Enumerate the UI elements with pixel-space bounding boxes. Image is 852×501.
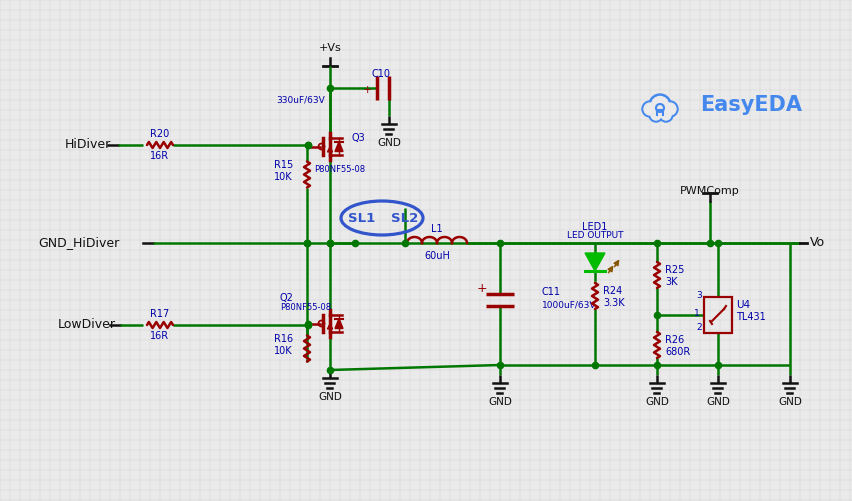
Text: 10K: 10K bbox=[274, 171, 292, 181]
Text: C11: C11 bbox=[541, 287, 561, 297]
Text: GND: GND bbox=[705, 397, 729, 407]
Text: 330uF/63V: 330uF/63V bbox=[276, 96, 325, 105]
Circle shape bbox=[660, 110, 671, 120]
Text: LowDiver: LowDiver bbox=[58, 319, 116, 332]
Text: R17: R17 bbox=[150, 309, 170, 319]
Text: SL1: SL1 bbox=[348, 211, 375, 224]
Text: GND: GND bbox=[487, 397, 511, 407]
Text: R16: R16 bbox=[273, 334, 292, 344]
Text: 1000uF/63V: 1000uF/63V bbox=[541, 301, 596, 310]
Text: Q2: Q2 bbox=[279, 293, 294, 303]
Text: 680R: 680R bbox=[665, 347, 689, 357]
Text: 3.3K: 3.3K bbox=[602, 298, 624, 308]
Text: 3: 3 bbox=[695, 291, 701, 300]
Text: 1: 1 bbox=[694, 309, 699, 318]
Circle shape bbox=[661, 101, 677, 117]
Text: 16R: 16R bbox=[150, 331, 170, 341]
Text: L1: L1 bbox=[430, 224, 442, 234]
Circle shape bbox=[650, 110, 660, 120]
Text: SL2: SL2 bbox=[391, 211, 418, 224]
Text: C10: C10 bbox=[371, 69, 390, 79]
Text: LED OUTPUT: LED OUTPUT bbox=[566, 231, 623, 240]
Circle shape bbox=[651, 97, 668, 114]
Text: Q3: Q3 bbox=[352, 133, 366, 143]
Text: 16R: 16R bbox=[150, 151, 170, 161]
Polygon shape bbox=[335, 141, 343, 151]
Text: GND_HiDiver: GND_HiDiver bbox=[38, 236, 119, 249]
Circle shape bbox=[659, 108, 672, 122]
Bar bbox=[703, 297, 731, 333]
Circle shape bbox=[648, 94, 671, 116]
Text: 3K: 3K bbox=[665, 277, 676, 287]
Circle shape bbox=[663, 103, 675, 115]
Text: U4: U4 bbox=[735, 300, 749, 310]
Polygon shape bbox=[584, 253, 604, 271]
Text: 2: 2 bbox=[695, 323, 701, 332]
Text: R15: R15 bbox=[273, 159, 292, 169]
Text: HiDiver: HiDiver bbox=[65, 138, 111, 151]
Text: LED1: LED1 bbox=[582, 222, 607, 232]
Circle shape bbox=[642, 101, 657, 117]
Text: P80NF55-08: P80NF55-08 bbox=[279, 304, 331, 313]
Text: P80NF55-08: P80NF55-08 bbox=[314, 165, 366, 174]
Text: 10K: 10K bbox=[274, 346, 292, 356]
Text: 60uH: 60uH bbox=[423, 251, 449, 261]
Text: TL431: TL431 bbox=[735, 312, 765, 322]
Text: R25: R25 bbox=[665, 265, 683, 275]
Text: GND: GND bbox=[644, 397, 668, 407]
Text: R24: R24 bbox=[602, 286, 621, 296]
Text: R26: R26 bbox=[665, 335, 683, 345]
Text: +: + bbox=[476, 282, 486, 295]
Text: GND: GND bbox=[318, 392, 342, 402]
Text: GND: GND bbox=[777, 397, 801, 407]
Text: +Vs: +Vs bbox=[319, 43, 341, 53]
Text: Vo: Vo bbox=[809, 236, 824, 249]
Circle shape bbox=[643, 103, 655, 115]
Text: R20: R20 bbox=[150, 129, 170, 139]
Text: GND: GND bbox=[377, 138, 400, 148]
Polygon shape bbox=[335, 319, 343, 329]
Text: EasyEDA: EasyEDA bbox=[699, 95, 801, 115]
Text: PWMComp: PWMComp bbox=[679, 186, 739, 196]
Text: +: + bbox=[362, 85, 371, 95]
Circle shape bbox=[648, 108, 662, 122]
